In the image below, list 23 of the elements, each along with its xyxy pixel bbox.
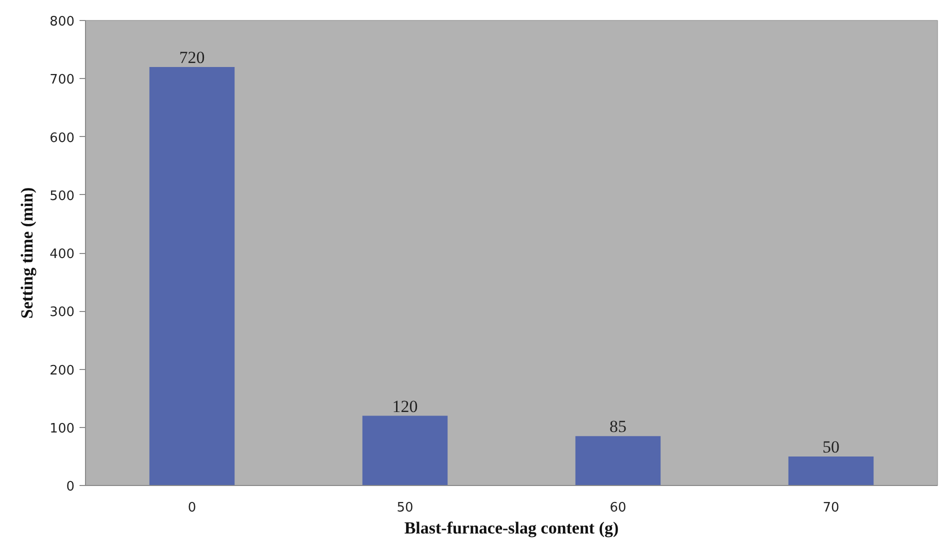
data-label: 720	[179, 48, 205, 67]
y-tick-label: 0	[66, 480, 75, 494]
y-tick-label: 200	[50, 363, 75, 378]
y-axis-title: Setting time (min)	[18, 187, 37, 319]
x-tick-label: 60	[610, 500, 626, 516]
data-label: 120	[392, 396, 418, 416]
x-tick-label: 50	[396, 500, 414, 516]
y-tick-label: 500	[50, 188, 75, 204]
y-tick-label: 600	[50, 130, 75, 146]
data-label: 85	[610, 417, 626, 436]
x-tick-label: 70	[822, 500, 840, 516]
y-tick-label: 300	[50, 305, 75, 320]
y-tick-label: 700	[50, 72, 75, 88]
bar	[575, 436, 661, 486]
bar	[149, 67, 235, 486]
bar	[362, 416, 448, 486]
y-tick-label: 800	[50, 14, 75, 30]
bar	[788, 456, 874, 486]
data-label: 50	[822, 437, 840, 456]
y-tick-label: 100	[50, 421, 75, 436]
x-tick-label: 0	[188, 500, 196, 516]
y-tick-label: 400	[50, 247, 75, 262]
x-axis-title: Blast-furnace-slag content (g)	[404, 518, 619, 538]
